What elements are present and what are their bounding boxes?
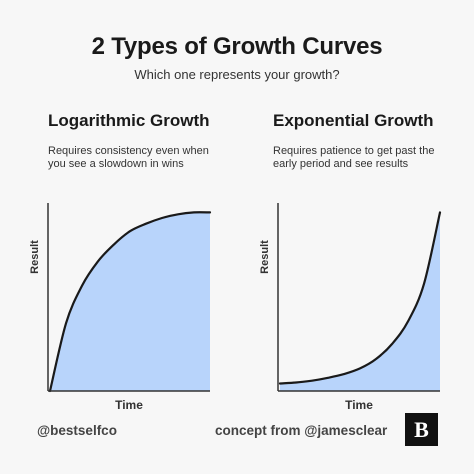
x-axis-label: Time [115,398,143,412]
x-axis-label: Time [345,398,373,412]
description-line: you see a slowdown in wins [48,158,184,170]
page-title: 2 Types of Growth Curves [91,33,383,60]
footer-credit[interactable]: concept from @jamesclear [215,423,388,438]
footer-handle[interactable]: @bestselfco [37,423,117,438]
description-line: Requires consistency even when [48,145,209,157]
logarithmic-growth-chart: Time Result [29,203,212,412]
description-line: Requires patience to get past the [273,145,435,157]
series-line [48,211,212,393]
panel-description-logarithmic: Requires consistency even when you see a… [48,145,209,171]
description-line: early period and see results [273,158,409,170]
panel-title-exponential: Exponential Growth [273,111,434,130]
area-fill [50,212,210,391]
panel-title-logarithmic: Logarithmic Growth [48,111,210,130]
panel-description-exponential: Requires patience to get past the early … [273,145,434,171]
brand-logo: B [405,413,438,446]
page-subtitle: Which one represents your growth? [134,67,340,82]
y-axis-label: Result [29,240,41,274]
exponential-growth-chart: Time Result [259,203,442,412]
series-line [278,211,442,385]
y-axis-label: Result [259,240,271,274]
area-fill [280,212,440,391]
